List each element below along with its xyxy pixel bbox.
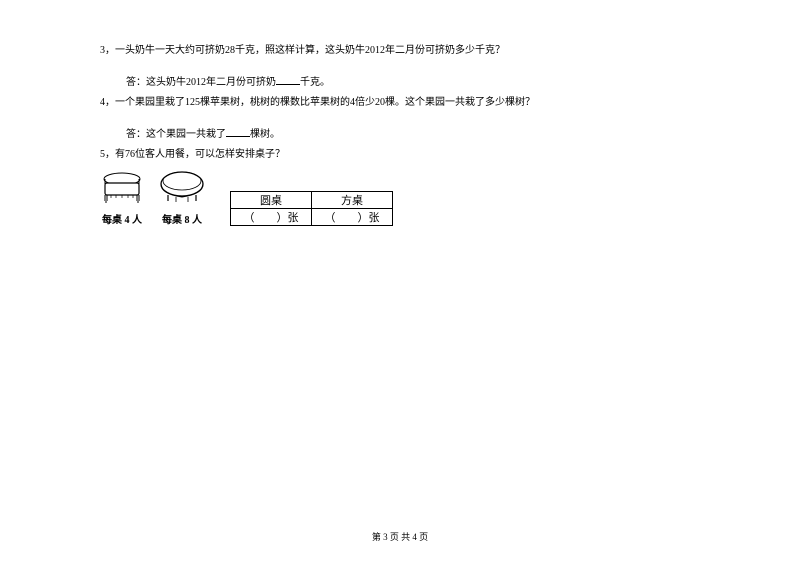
round-desk-icon: [158, 170, 206, 209]
question-5: 5，有76位客人用餐，可以怎样安排桌子？: [100, 146, 700, 164]
square-desk-block: 每桌 4 人: [100, 170, 144, 226]
table-header-square: 方桌: [312, 192, 393, 209]
answer-3: 答：这头奶牛2012年二月份可挤奶 千克。: [126, 74, 700, 92]
round-desk-caption: 每桌 8 人: [158, 211, 206, 226]
square-desk-icon: [100, 170, 144, 209]
question-3: 3，一头奶牛一天大约可挤奶28千克，照这样计算，这头奶牛2012年二月份可挤奶多…: [100, 42, 700, 60]
answer-3-prefix: 答：这头奶牛2012年二月份可挤奶: [126, 77, 276, 88]
desk-table: 圆桌 方桌 （ ）张 （ ）张: [230, 191, 393, 226]
desk-table-block: 圆桌 方桌 （ ）张 （ ）张: [230, 191, 393, 226]
answer-4-suffix: 棵树。: [250, 129, 280, 140]
table-header-round: 圆桌: [231, 192, 312, 209]
square-desk-caption: 每桌 4 人: [100, 211, 144, 226]
question-4: 4，一个果园里栽了125棵苹果树，桃树的棵数比苹果树的4倍少20棵。这个果园一共…: [100, 94, 700, 112]
table-cell-round: （ ）张: [231, 209, 312, 226]
table-cell-square: （ ）张: [312, 209, 393, 226]
round-desk-block: 每桌 8 人: [158, 170, 206, 226]
page-footer: 第 3 页 共 4 页: [0, 530, 800, 543]
answer-4-blank: [226, 126, 250, 137]
answer-3-suffix: 千克。: [300, 77, 330, 88]
q5-layout: 每桌 4 人 每桌 8 人 圆桌 方桌: [100, 170, 700, 226]
answer-4-prefix: 答：这个果园一共栽了: [126, 129, 226, 140]
answer-4: 答：这个果园一共栽了 棵树。: [126, 126, 700, 144]
answer-3-blank: [276, 74, 300, 85]
